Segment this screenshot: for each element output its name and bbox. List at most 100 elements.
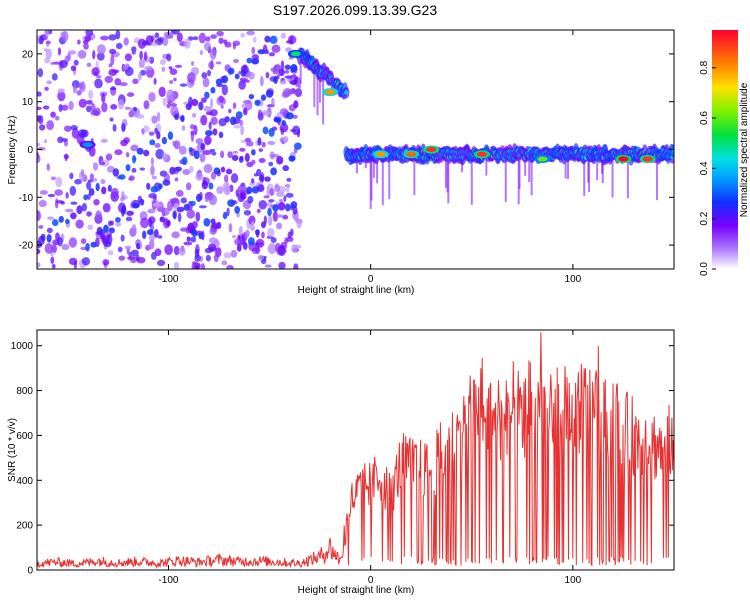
ridge-tail: [528, 155, 531, 183]
ridge-tail: [611, 154, 614, 198]
noise-blob: [188, 165, 194, 173]
noise-blob: [157, 36, 164, 43]
streak-blob: [208, 182, 214, 190]
ridge-tail: [447, 151, 450, 204]
noise-blob: [178, 145, 187, 155]
noise-blob: [287, 88, 297, 95]
noise-blob: [268, 215, 273, 226]
streak-blob: [205, 130, 213, 137]
noise-blob: [89, 173, 95, 181]
noise-blob: [131, 46, 137, 53]
noise-blob: [202, 149, 212, 155]
streak-blob: [288, 155, 296, 162]
streak-blob: [269, 35, 278, 44]
streak-blob: [183, 203, 190, 211]
streak-blob: [90, 241, 97, 248]
noise-blob: [166, 103, 171, 109]
noise-blob: [37, 146, 46, 151]
noise-blob: [93, 199, 100, 206]
noise-blob: [119, 82, 128, 87]
noise-blob: [92, 161, 99, 171]
noise-blob: [232, 102, 237, 110]
hotspot: [426, 147, 437, 152]
noise-blob: [37, 153, 41, 164]
snr-xlabel: Height of straight line (km): [298, 585, 415, 596]
noise-blob: [39, 190, 48, 195]
streak-blob: [257, 137, 262, 146]
streak-blob: [293, 142, 302, 150]
noise-blob: [256, 208, 261, 214]
noise-blob: [38, 36, 44, 45]
noise-blob: [73, 59, 79, 66]
noise-blob: [38, 225, 44, 230]
noise-blob: [286, 40, 293, 44]
noise-blob: [70, 201, 78, 205]
noise-blob: [193, 124, 198, 136]
streak-blob: [188, 147, 193, 153]
noise-blob: [105, 153, 113, 161]
noise-blob: [76, 90, 82, 96]
noise-blob: [257, 254, 264, 261]
noise-blob: [51, 73, 58, 81]
noise-blob: [232, 150, 239, 154]
noise-blob: [247, 195, 254, 204]
streak-blob: [236, 243, 242, 252]
streak-blob: [174, 114, 179, 121]
noise-blob: [173, 77, 177, 82]
streak-blob: [142, 230, 147, 240]
noise-blob: [37, 106, 42, 111]
noise-blob: [44, 30, 49, 38]
noise-blob: [46, 120, 55, 131]
noise-blob: [248, 71, 255, 80]
ridge-tail: [583, 156, 586, 196]
noise-blob: [264, 264, 272, 268]
noise-blob: [120, 196, 125, 202]
noise-blob: [85, 30, 94, 37]
noise-blob: [54, 115, 60, 121]
noise-blob: [171, 231, 180, 239]
streak-blob: [203, 217, 211, 227]
streak-blob: [229, 116, 237, 126]
noise-blob: [282, 214, 289, 220]
streak-blob: [157, 183, 163, 190]
noise-blob: [182, 169, 191, 176]
noise-blob: [268, 199, 275, 203]
noise-blob: [155, 148, 165, 160]
noise-blob: [112, 69, 120, 74]
streak-blob: [101, 186, 107, 195]
streak-blob: [215, 78, 223, 86]
snr-series-line: [37, 332, 674, 569]
noise-blob: [198, 32, 206, 44]
colorbar: [712, 30, 738, 269]
streak-blob: [149, 139, 156, 146]
noise-blob: [210, 171, 217, 180]
streak-blob: [247, 237, 255, 246]
x-tick-label: 0: [368, 575, 374, 586]
streak-blob: [282, 165, 290, 172]
noise-blob: [143, 100, 150, 110]
hotspot: [290, 51, 301, 57]
noise-blob: [173, 261, 179, 269]
noise-blob: [218, 37, 224, 44]
noise-blob: [195, 172, 204, 181]
y-tick-label: 1000: [11, 341, 34, 352]
noise-blob: [216, 30, 224, 37]
streak-blob: [238, 156, 244, 163]
streak-blob: [143, 149, 150, 157]
noise-blob: [268, 161, 274, 167]
streak-blob: [40, 233, 46, 242]
noise-blob: [174, 177, 179, 182]
x-tick-label: -100: [158, 274, 178, 285]
streak-blob: [235, 111, 243, 120]
noise-blob: [170, 105, 179, 117]
noise-blob: [95, 210, 102, 221]
noise-blob: [102, 203, 111, 213]
ridge-tail: [322, 75, 325, 125]
noise-blob: [92, 50, 96, 60]
streak-blob: [176, 206, 185, 213]
noise-blob: [238, 226, 243, 236]
streak-blob: [95, 182, 100, 192]
colorbar-tick-label: 0.0: [699, 262, 710, 276]
noise-blob: [38, 199, 47, 208]
noise-blob: [58, 103, 63, 112]
